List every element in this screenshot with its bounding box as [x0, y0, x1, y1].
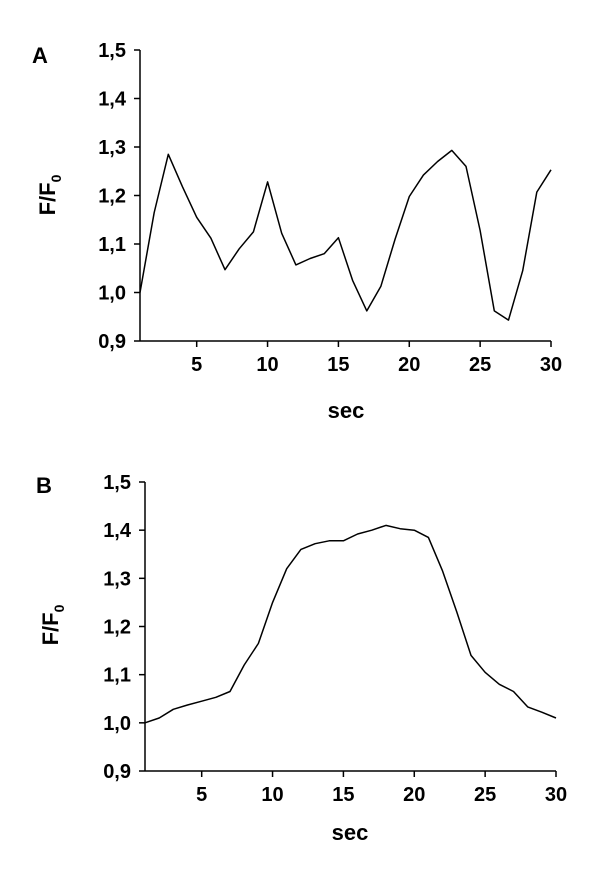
x-tick-label: 10 — [256, 354, 278, 376]
y-tick-label: 1,0 — [103, 713, 131, 735]
panel-label: B — [36, 473, 52, 498]
x-tick-label: 30 — [545, 784, 567, 806]
y-tick-label: 1,3 — [103, 568, 131, 590]
y-tick-label: 1,1 — [103, 665, 131, 687]
x-tick-label: 20 — [403, 784, 425, 806]
y-tick-label: 1,2 — [103, 617, 131, 639]
series-line — [144, 524, 557, 724]
y-axis-title: F/F0 — [35, 174, 64, 215]
x-axis-title: sec — [328, 398, 365, 423]
x-tick-label: 20 — [398, 354, 420, 376]
panel-a: A F/F0 sec 0,9 1,0 1,1 1,2 1,3 1,4 1,5 5 10 15 20 2… — [32, 40, 562, 423]
y-tick-label: 1,2 — [98, 186, 126, 208]
x-tick-label: 5 — [196, 784, 207, 806]
y-tick-label: 1,4 — [103, 520, 132, 542]
panel-b: B F/F0 sec 0,9 1,0 1,1 1,2 1,3 1,4 1,5 5 10 15 20 2… — [36, 472, 567, 845]
y-axis-title: F/F0 — [38, 604, 67, 645]
x-tick-label: 30 — [540, 354, 562, 376]
x-tick-label: 25 — [474, 784, 496, 806]
y-tick-label: 0,9 — [98, 331, 126, 353]
y-tick-label: 1,3 — [98, 137, 126, 159]
y-tick-label: 1,0 — [98, 283, 126, 305]
x-tick-label: 25 — [469, 354, 491, 376]
x-tick-label: 15 — [327, 354, 349, 376]
panel-label: A — [32, 43, 48, 68]
x-tick-label: 10 — [261, 784, 283, 806]
y-tick-label: 1,5 — [98, 40, 126, 62]
x-axis-title: sec — [332, 820, 369, 845]
y-tick-label: 1,5 — [103, 472, 131, 494]
y-tick-label: 1,4 — [98, 89, 127, 111]
y-tick-label: 1,1 — [98, 234, 126, 256]
y-tick-label: 0,9 — [103, 761, 131, 783]
x-tick-label: 15 — [332, 784, 354, 806]
x-tick-label: 5 — [191, 354, 202, 376]
series-line — [139, 149, 552, 321]
